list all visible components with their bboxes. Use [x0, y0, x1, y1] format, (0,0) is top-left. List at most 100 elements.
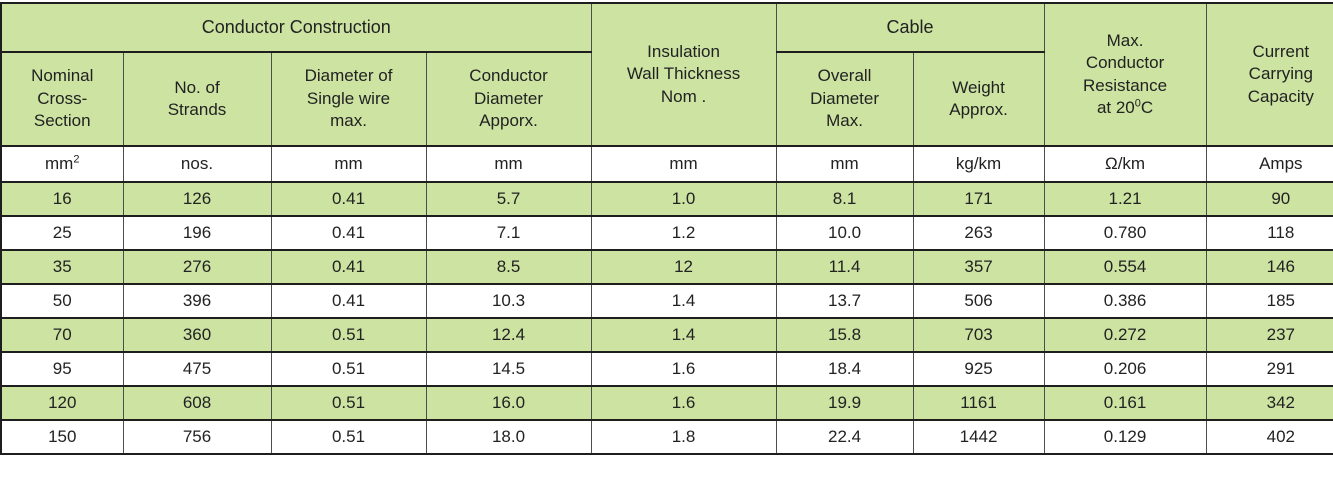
header-conductor-diameter: Conductor Diameter Apporx.: [425, 51, 592, 147]
header-max-conductor-resistance: Max. Conductor Resistance at 200C: [1043, 2, 1207, 147]
header-nominal-cross-section: Nominal Cross- Section: [0, 51, 124, 147]
cell-current: 118: [1205, 215, 1333, 251]
table-row: 120 608 0.51 16.0 1.6 19.9 1161 0.161 34…: [0, 385, 1333, 421]
cell-resistance: 1.21: [1043, 181, 1207, 217]
table-row: 25 196 0.41 7.1 1.2 10.0 263 0.780 118: [0, 215, 1333, 251]
cell-nominal: 25: [0, 215, 124, 251]
cell-single-wire: 0.51: [270, 385, 427, 421]
cell-nominal: 70: [0, 317, 124, 353]
unit-nominal-sup: 2: [73, 153, 80, 166]
cell-weight: 1161: [912, 385, 1045, 421]
cell-conductor-dia: 10.3: [425, 283, 592, 319]
table-row: 95 475 0.51 14.5 1.6 18.4 925 0.206 291: [0, 351, 1333, 387]
header-sub-row: Nominal Cross- Section No. of Strands Di…: [0, 51, 1333, 147]
cell-single-wire: 0.41: [270, 215, 427, 251]
cell-current: 291: [1205, 351, 1333, 387]
cell-overall-dia: 8.1: [775, 181, 914, 217]
header-insulation-wall-thickness: Insulation Wall Thickness Nom .: [590, 2, 777, 147]
table-row: 50 396 0.41 10.3 1.4 13.7 506 0.386 185: [0, 283, 1333, 319]
group-header-cable: Cable: [775, 2, 1045, 53]
cell-nominal: 50: [0, 283, 124, 319]
cell-strands: 756: [122, 419, 272, 455]
cell-conductor-dia: 8.5: [425, 249, 592, 285]
cell-current: 146: [1205, 249, 1333, 285]
cell-nominal: 150: [0, 419, 124, 455]
cell-overall-dia: 15.8: [775, 317, 914, 353]
cell-weight: 1442: [912, 419, 1045, 455]
cell-weight: 263: [912, 215, 1045, 251]
cell-current: 402: [1205, 419, 1333, 455]
cell-strands: 396: [122, 283, 272, 319]
unit-overall-dia: mm: [775, 145, 914, 183]
cell-resistance: 0.206: [1043, 351, 1207, 387]
cell-strands: 276: [122, 249, 272, 285]
cell-insulation: 1.4: [590, 283, 777, 319]
cell-weight: 703: [912, 317, 1045, 353]
cell-single-wire: 0.41: [270, 181, 427, 217]
table-row: 150 756 0.51 18.0 1.8 22.4 1442 0.129 40…: [0, 419, 1333, 455]
header-no-of-strands: No. of Strands: [122, 51, 272, 147]
unit-insulation: mm: [590, 145, 777, 183]
cell-insulation: 1.4: [590, 317, 777, 353]
units-row: mm2 nos. mm mm mm mm kg/km Ω/km Amps: [0, 145, 1333, 183]
cell-single-wire: 0.51: [270, 351, 427, 387]
cell-insulation: 1.6: [590, 385, 777, 421]
cell-overall-dia: 22.4: [775, 419, 914, 455]
cell-strands: 126: [122, 181, 272, 217]
cell-overall-dia: 13.7: [775, 283, 914, 319]
cell-conductor-dia: 16.0: [425, 385, 592, 421]
cell-insulation: 12: [590, 249, 777, 285]
cell-resistance: 0.780: [1043, 215, 1207, 251]
cell-current: 90: [1205, 181, 1333, 217]
resistance-header-unit-c: C: [1140, 97, 1154, 117]
cell-single-wire: 0.51: [270, 419, 427, 455]
resistance-header-text: Max. Conductor Resistance at 20: [1082, 30, 1168, 117]
unit-strands: nos.: [122, 145, 272, 183]
cell-current: 342: [1205, 385, 1333, 421]
cell-nominal: 120: [0, 385, 124, 421]
cell-overall-dia: 19.9: [775, 385, 914, 421]
unit-weight: kg/km: [912, 145, 1045, 183]
cell-conductor-dia: 12.4: [425, 317, 592, 353]
cell-resistance: 0.161: [1043, 385, 1207, 421]
cable-spec-table: Conductor Construction Insulation Wall T…: [0, 2, 1333, 455]
cell-resistance: 0.272: [1043, 317, 1207, 353]
unit-current: Amps: [1205, 145, 1333, 183]
cell-nominal: 16: [0, 181, 124, 217]
cell-single-wire: 0.41: [270, 249, 427, 285]
cell-insulation: 1.6: [590, 351, 777, 387]
cell-overall-dia: 10.0: [775, 215, 914, 251]
cell-resistance: 0.129: [1043, 419, 1207, 455]
cell-weight: 357: [912, 249, 1045, 285]
cell-resistance: 0.554: [1043, 249, 1207, 285]
header-diameter-single-wire: Diameter of Single wire max.: [270, 51, 427, 147]
header-overall-diameter: Overall Diameter Max.: [775, 51, 914, 147]
cell-single-wire: 0.41: [270, 283, 427, 319]
cell-weight: 506: [912, 283, 1045, 319]
cell-strands: 196: [122, 215, 272, 251]
resistance-degree-sup: 0: [1134, 97, 1141, 110]
header-weight-approx: Weight Approx.: [912, 51, 1045, 147]
unit-nominal-base: mm: [45, 154, 74, 173]
cell-insulation: 1.8: [590, 419, 777, 455]
cell-weight: 171: [912, 181, 1045, 217]
cell-single-wire: 0.51: [270, 317, 427, 353]
cell-strands: 475: [122, 351, 272, 387]
cell-conductor-dia: 18.0: [425, 419, 592, 455]
unit-conductor-dia: mm: [425, 145, 592, 183]
cell-resistance: 0.386: [1043, 283, 1207, 319]
cell-strands: 360: [122, 317, 272, 353]
cell-strands: 608: [122, 385, 272, 421]
cell-overall-dia: 11.4: [775, 249, 914, 285]
cell-conductor-dia: 5.7: [425, 181, 592, 217]
cell-current: 237: [1205, 317, 1333, 353]
cell-nominal: 95: [0, 351, 124, 387]
cell-conductor-dia: 14.5: [425, 351, 592, 387]
table-row: 70 360 0.51 12.4 1.4 15.8 703 0.272 237: [0, 317, 1333, 353]
group-header-conductor-construction: Conductor Construction: [0, 2, 592, 53]
cell-nominal: 35: [0, 249, 124, 285]
table-row: 35 276 0.41 8.5 12 11.4 357 0.554 146: [0, 249, 1333, 285]
header-band-row: Conductor Construction Insulation Wall T…: [0, 2, 1333, 147]
header-current-carrying-capacity: Current Carrying Capacity: [1205, 2, 1333, 147]
